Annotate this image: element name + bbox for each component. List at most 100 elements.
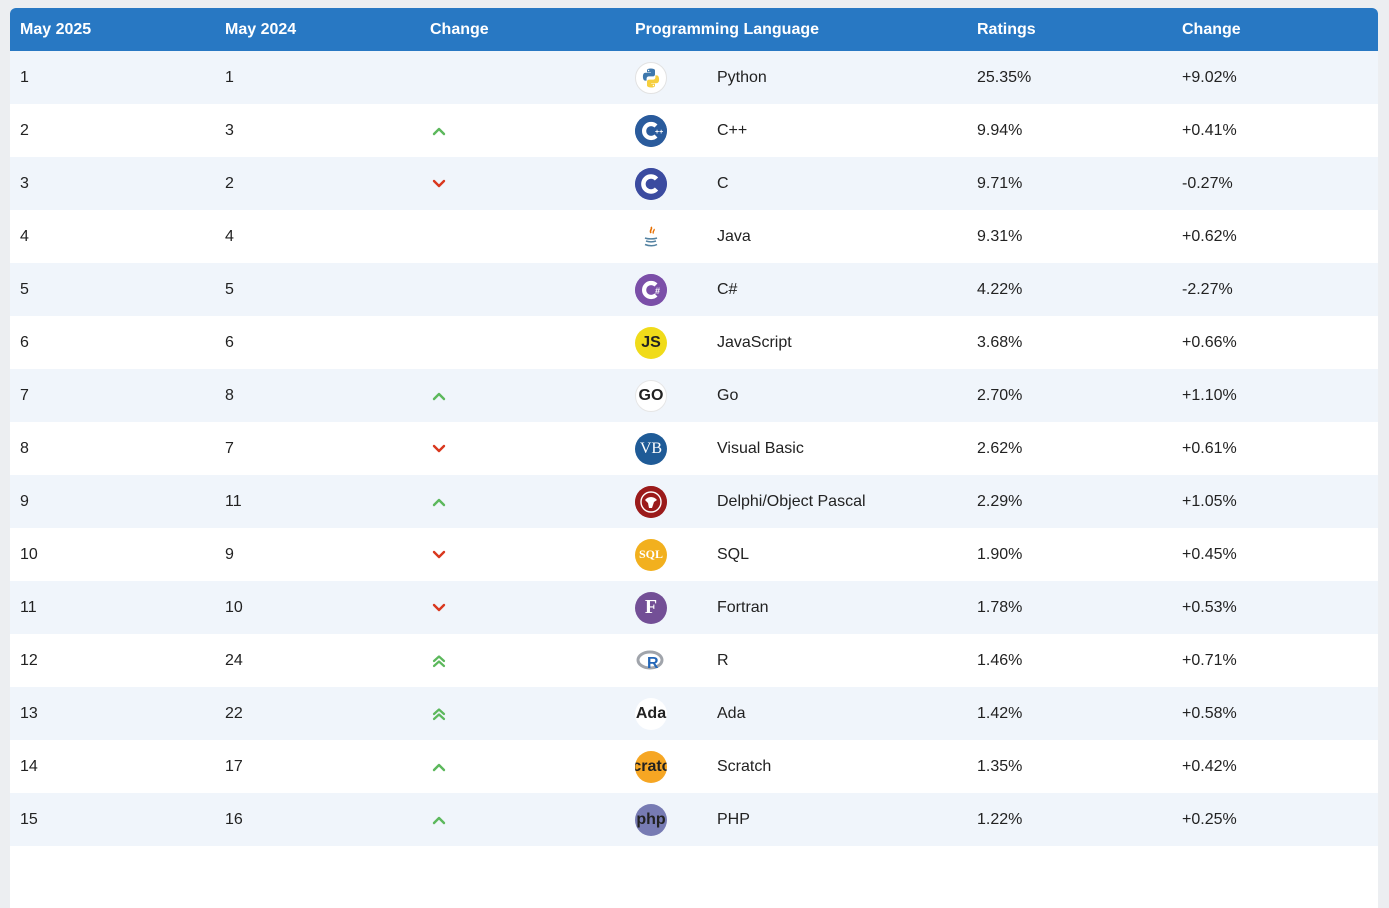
table-row: 7 8 GO Go 2.70% +1.10% bbox=[10, 369, 1378, 422]
language-name: R bbox=[717, 651, 729, 669]
table-row: 12 24 R R 1.46% +0.71% bbox=[10, 634, 1378, 687]
rank-2024: 22 bbox=[225, 704, 243, 722]
rank-2024: 9 bbox=[225, 545, 234, 563]
chevron-down-icon bbox=[430, 179, 625, 189]
chevron-up-icon bbox=[430, 497, 625, 507]
javascript-logo-icon: JS bbox=[635, 326, 667, 359]
rank-2024: 7 bbox=[225, 439, 234, 457]
language-name: Visual Basic bbox=[717, 439, 804, 457]
trend-cell bbox=[420, 369, 625, 422]
language-name: Ada bbox=[717, 704, 746, 722]
rating-value: 9.71% bbox=[977, 174, 1023, 192]
rating-change-value: +0.61% bbox=[1182, 439, 1237, 457]
trend-cell bbox=[420, 104, 625, 157]
trend-cell bbox=[420, 793, 625, 846]
double-chevron-up-icon bbox=[430, 654, 625, 668]
rating-change-value: +1.05% bbox=[1182, 492, 1237, 510]
rating-value: 1.42% bbox=[977, 704, 1023, 722]
double-chevron-up-icon bbox=[430, 707, 625, 721]
ranking-table: May 2025 May 2024 Change Programming Lan… bbox=[10, 8, 1378, 846]
header-may-2024: May 2024 bbox=[225, 20, 297, 38]
rank-2025: 1 bbox=[20, 68, 29, 86]
header-may-2025: May 2025 bbox=[20, 20, 92, 38]
rank-2025: 7 bbox=[20, 386, 29, 404]
rating-value: 25.35% bbox=[977, 68, 1032, 86]
chevron-up-icon bbox=[430, 126, 625, 136]
rank-2024: 5 bbox=[225, 280, 234, 298]
logo-cell: php bbox=[625, 793, 707, 846]
r-logo-icon: R bbox=[635, 644, 667, 677]
rating-value: 9.94% bbox=[977, 121, 1023, 139]
rating-value: 2.70% bbox=[977, 386, 1023, 404]
rank-2025: 3 bbox=[20, 174, 29, 192]
table-row: 10 9 SQL SQL 1.90% +0.45% bbox=[10, 528, 1378, 581]
rating-change-value: +0.66% bbox=[1182, 333, 1237, 351]
trend-cell bbox=[420, 634, 625, 687]
rank-2025: 15 bbox=[20, 810, 38, 828]
sql-logo-icon: SQL bbox=[635, 538, 667, 571]
svg-text:++: ++ bbox=[655, 129, 663, 136]
language-name: Java bbox=[717, 227, 751, 245]
table-row: 11 10 F Fortran 1.78% +0.53% bbox=[10, 581, 1378, 634]
rating-change-value: +0.71% bbox=[1182, 651, 1237, 669]
logo-cell: JS bbox=[625, 316, 707, 369]
language-name: C# bbox=[717, 280, 738, 298]
go-logo-icon: GO bbox=[635, 379, 667, 412]
rating-change-value: +0.45% bbox=[1182, 545, 1237, 563]
rank-2024: 8 bbox=[225, 386, 234, 404]
language-name: Python bbox=[717, 68, 767, 86]
table-header: May 2025 May 2024 Change Programming Lan… bbox=[10, 8, 1378, 51]
cpp-logo-icon: ++ bbox=[635, 114, 667, 147]
csharp-logo-icon: # bbox=[635, 273, 667, 306]
language-name: PHP bbox=[717, 810, 750, 828]
header-row: May 2025 May 2024 Change Programming Lan… bbox=[10, 8, 1378, 51]
table-row: 9 11 Delphi/Object Pascal 2.29% +1.05% bbox=[10, 475, 1378, 528]
rating-change-value: +0.42% bbox=[1182, 757, 1237, 775]
table-row: 6 6 JS JavaScript 3.68% +0.66% bbox=[10, 316, 1378, 369]
table-row: 4 4 Java 9.31% +0.62% bbox=[10, 210, 1378, 263]
trend-cell bbox=[420, 263, 625, 316]
trend-cell bbox=[420, 157, 625, 210]
c-logo-icon bbox=[635, 167, 667, 200]
logo-cell: ++ bbox=[625, 104, 707, 157]
ranking-table-container: May 2025 May 2024 Change Programming Lan… bbox=[10, 8, 1378, 908]
trend-cell bbox=[420, 740, 625, 793]
svg-text:R: R bbox=[647, 655, 659, 672]
rank-2025: 12 bbox=[20, 651, 38, 669]
rank-2025: 9 bbox=[20, 492, 29, 510]
rank-2025: 2 bbox=[20, 121, 29, 139]
table-row: 5 5 # C# 4.22% -2.27% bbox=[10, 263, 1378, 316]
language-name: SQL bbox=[717, 545, 750, 563]
fortran-logo-icon: F bbox=[635, 591, 667, 624]
logo-cell: GO bbox=[625, 369, 707, 422]
header-ratings: Ratings bbox=[977, 20, 1036, 38]
rank-2024: 1 bbox=[225, 68, 234, 86]
chevron-down-icon bbox=[430, 603, 625, 613]
rank-2025: 4 bbox=[20, 227, 29, 245]
trend-cell bbox=[420, 687, 625, 740]
rank-2024: 11 bbox=[225, 492, 242, 510]
header-programming-language: Programming Language bbox=[635, 20, 820, 38]
rating-change-value: +0.53% bbox=[1182, 598, 1237, 616]
rank-2025: 10 bbox=[20, 545, 38, 563]
language-name: JavaScript bbox=[717, 333, 792, 351]
svg-text:#: # bbox=[655, 286, 660, 296]
trend-cell bbox=[420, 316, 625, 369]
rank-2025: 6 bbox=[20, 333, 29, 351]
delphi-logo-icon bbox=[635, 485, 667, 518]
chevron-up-icon bbox=[430, 391, 625, 401]
rating-change-value: -2.27% bbox=[1182, 280, 1233, 298]
rating-change-value: +0.62% bbox=[1182, 227, 1237, 245]
php-logo-icon: php bbox=[635, 803, 667, 836]
chevron-down-icon bbox=[430, 550, 625, 560]
logo-cell bbox=[625, 475, 707, 528]
logo-cell: Scratch bbox=[625, 740, 707, 793]
chevron-up-icon bbox=[430, 815, 625, 825]
logo-cell: SQL bbox=[625, 528, 707, 581]
logo-cell: VB bbox=[625, 422, 707, 475]
rating-change-value: -0.27% bbox=[1182, 174, 1233, 192]
language-name: Delphi/Object Pascal bbox=[717, 492, 866, 510]
table-row: 15 16 php PHP 1.22% +0.25% bbox=[10, 793, 1378, 846]
rank-2025: 13 bbox=[20, 704, 38, 722]
rank-2024: 17 bbox=[225, 757, 243, 775]
